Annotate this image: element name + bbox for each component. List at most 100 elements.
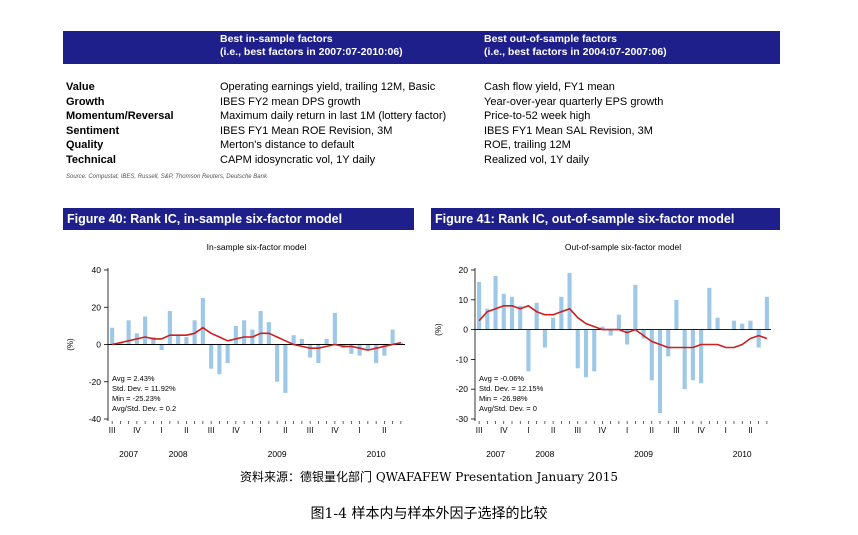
- bar: [390, 329, 395, 345]
- figure-caption: 图1-4 样本内与样本外因子选择的比较: [310, 506, 548, 522]
- x-quarter-label: III: [208, 426, 215, 435]
- in-sample-factor: Operating earnings yield, trailing 12M, …: [220, 81, 436, 93]
- chinese-source-note: 资料来源：德银量化部门 QWAFAFEW Presentation Januar…: [240, 470, 618, 484]
- bar: [608, 329, 613, 336]
- stat-label: Std. Dev. = 12.15%: [479, 384, 544, 393]
- bar: [740, 323, 745, 330]
- x-quarter-label: II: [382, 426, 386, 435]
- y-tick-label: 40: [92, 265, 102, 275]
- x-quarter-label: I: [260, 426, 262, 435]
- x-quarter-label: I: [626, 426, 628, 435]
- x-quarter-label: II: [551, 426, 555, 435]
- x-quarter-label: II: [184, 426, 188, 435]
- bar: [616, 314, 621, 330]
- x-quarter-label: I: [527, 426, 529, 435]
- stat-label: Avg = -0.06%: [479, 374, 524, 383]
- bar: [649, 329, 654, 381]
- row-label: Growth: [66, 95, 105, 108]
- in-sample-header: Best in-sample factors (i.e., best facto…: [220, 33, 403, 59]
- x-quarter-label: III: [109, 426, 116, 435]
- bar: [308, 344, 313, 358]
- bar: [118, 342, 123, 345]
- bar: [159, 344, 164, 351]
- bar: [291, 335, 296, 345]
- x-year-label: 2008: [169, 449, 188, 459]
- x-quarter-label: III: [673, 426, 680, 435]
- out-of-sample-factor: Year-over-year quarterly EPS growth: [484, 95, 664, 108]
- bar: [633, 284, 638, 330]
- bar: [674, 299, 679, 330]
- bar: [398, 342, 403, 345]
- x-quarter-label: IV: [133, 426, 141, 435]
- stat-label: Avg/Std. Dev. = 0.2: [112, 404, 176, 413]
- out-of-sample-factor: Price-to-52 week high: [484, 110, 591, 122]
- bar: [518, 305, 523, 330]
- in-sample-factor: Merton's distance to default: [220, 139, 355, 151]
- bar: [657, 329, 663, 414]
- bar: [764, 296, 769, 330]
- stat-label: Avg = 2.43%: [112, 374, 155, 383]
- bar: [509, 296, 515, 330]
- bar: [542, 329, 547, 348]
- bar: [167, 310, 172, 345]
- x-year-label: 2009: [634, 449, 653, 459]
- row-label: Momentum/Reversal: [66, 110, 174, 122]
- bar: [217, 344, 222, 375]
- bar: [748, 320, 753, 330]
- x-year-label: 2010: [733, 449, 752, 459]
- bar: [493, 275, 498, 330]
- x-year-label: 2008: [535, 449, 554, 459]
- chart-title: In-sample six-factor model: [207, 242, 307, 252]
- out-of-sample-factor: Cash flow yield, FY1 mean: [484, 81, 615, 93]
- table-source-note: Source: Compustat, IBES, Russell, S&P, T…: [66, 174, 267, 180]
- figure-40-title: Figure 40: Rank IC, in-sample six-factor…: [63, 208, 414, 230]
- chart-panel-out-of-sample: Out-of-sample six-factor model (%) 20 10 0 -1…: [431, 232, 780, 464]
- in-sample-factor: IBES FY1 Mean ROE Revision, 3M: [220, 124, 393, 137]
- x-quarter-label: III: [574, 426, 581, 435]
- bar: [625, 329, 630, 345]
- out-of-sample-factor: IBES FY1 Mean SAL Revision, 3M: [484, 124, 653, 137]
- bar: [316, 344, 321, 364]
- bar: [592, 329, 597, 372]
- bar: [299, 338, 304, 345]
- bar: [699, 329, 704, 384]
- row-label: Sentiment: [66, 124, 120, 137]
- trend-line: [111, 326, 402, 351]
- bar: [666, 329, 671, 357]
- bar: [151, 337, 156, 345]
- x-quarter-label: I: [725, 426, 727, 435]
- bar: [575, 329, 580, 369]
- stat-label: Min = -26.98%: [479, 394, 528, 403]
- y-tick-label: 0: [463, 325, 468, 335]
- out-of-sample-header-period: (i.e., best factors in 2004:07-2007:06): [484, 46, 667, 58]
- out-of-sample-header-title: Best out-of-sample factors: [484, 33, 618, 45]
- stat-label: Min = -25.23%: [112, 394, 161, 403]
- bar: [126, 320, 131, 345]
- bar: [332, 312, 337, 345]
- bar: [143, 316, 148, 345]
- x-quarter-label: IV: [599, 426, 607, 435]
- chart-panel-in-sample: In-sample six-factor model (%) 40 20 0 -20 -40…: [63, 232, 414, 464]
- x-year-label: 2007: [486, 449, 505, 459]
- bar: [715, 317, 720, 330]
- bar: [690, 329, 695, 381]
- y-tick-label: -20: [456, 384, 469, 394]
- bar: [641, 329, 646, 339]
- bar: [756, 329, 761, 348]
- bar: [283, 344, 288, 393]
- y-tick-label: 20: [92, 302, 102, 312]
- bar: [233, 325, 238, 345]
- y-tick-label: 20: [459, 265, 469, 275]
- bar: [365, 344, 370, 351]
- y-tick-label: -40: [89, 414, 102, 424]
- x-quarter-label: I: [161, 426, 163, 435]
- in-sample-factor: IBES FY2 mean DPS growth: [220, 95, 361, 108]
- bar: [707, 287, 712, 330]
- in-sample-header-period: (i.e., best factors in 2007:07-2010:06): [220, 46, 403, 58]
- bar: [583, 329, 589, 378]
- out-of-sample-header: Best out-of-sample factors (i.e., best f…: [484, 33, 667, 59]
- in-sample-factor: CAPM idosyncratic vol, 1Y daily: [220, 153, 376, 166]
- bar: [225, 344, 230, 364]
- stat-label: Std. Dev. = 11.92%: [112, 384, 176, 393]
- x-quarter-label: III: [476, 426, 483, 435]
